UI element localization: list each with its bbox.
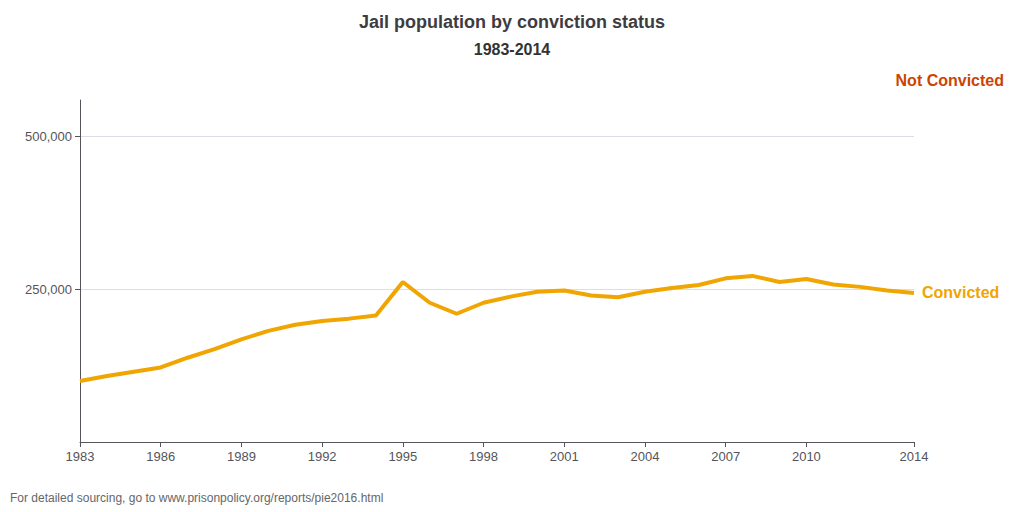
svg-text:1983: 1983 xyxy=(66,449,95,464)
svg-text:2010: 2010 xyxy=(792,449,821,464)
svg-text:2007: 2007 xyxy=(711,449,740,464)
svg-text:Jail population by conviction: Jail population by conviction status xyxy=(359,12,665,32)
svg-text:1983-2014: 1983-2014 xyxy=(474,41,551,58)
svg-text:For detailed sourcing, go to w: For detailed sourcing, go to www.prisonp… xyxy=(10,491,383,505)
svg-text:2001: 2001 xyxy=(550,449,579,464)
svg-text:250,000: 250,000 xyxy=(25,282,72,297)
svg-text:1998: 1998 xyxy=(469,449,498,464)
svg-text:1989: 1989 xyxy=(227,449,256,464)
svg-text:Not Convicted: Not Convicted xyxy=(896,72,1004,89)
svg-text:1995: 1995 xyxy=(388,449,417,464)
svg-text:2014: 2014 xyxy=(900,449,929,464)
svg-text:1992: 1992 xyxy=(308,449,337,464)
svg-text:1986: 1986 xyxy=(146,449,175,464)
svg-text:2004: 2004 xyxy=(631,449,660,464)
svg-text:Convicted: Convicted xyxy=(922,284,999,301)
svg-text:500,000: 500,000 xyxy=(25,129,72,144)
